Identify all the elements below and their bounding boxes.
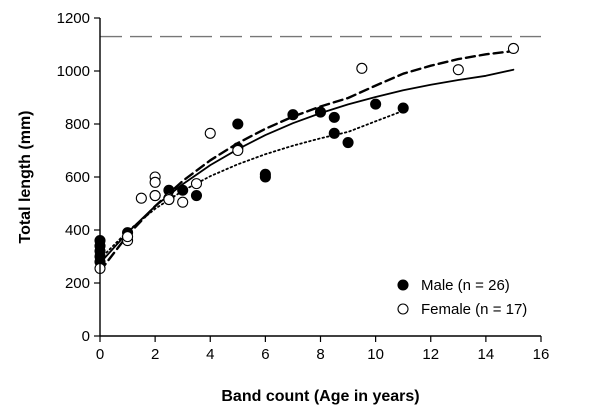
legend: Male (n = 26) Female (n = 17) — [397, 277, 527, 318]
female-data-point — [452, 64, 464, 76]
legend-male-label: Male (n = 26) — [421, 277, 510, 294]
male-data-point — [314, 106, 327, 118]
female-data-point — [149, 176, 161, 188]
fit-curve-solid — [99, 68, 515, 264]
x-tick-label: 2 — [151, 346, 159, 363]
male-data-point — [232, 118, 244, 130]
legend-male-marker — [397, 279, 409, 291]
x-tick-label: 4 — [206, 346, 214, 363]
male-data-point — [328, 111, 340, 123]
y-tick-label: 400 — [65, 222, 90, 239]
y-axis-title: Total length (mm) — [17, 110, 34, 243]
plot-area — [94, 35, 541, 274]
x-axis-title: Band count (Age in years) — [221, 388, 419, 405]
x-tick-label: 12 — [422, 346, 439, 363]
female-data-point — [356, 62, 368, 74]
female-data-point — [232, 144, 244, 157]
male-data-point — [259, 171, 271, 183]
y-tick-label: 1000 — [57, 63, 90, 80]
x-tick-label: 14 — [478, 346, 495, 363]
x-tick-label: 0 — [96, 346, 104, 363]
female-data-point — [149, 190, 161, 202]
female-data-point — [204, 127, 216, 139]
fit-curve-dotted — [99, 109, 405, 260]
x-tick-label: 6 — [261, 346, 269, 363]
female-data-point — [122, 231, 134, 243]
male-data-point — [397, 102, 409, 114]
female-data-point — [135, 192, 147, 204]
male-data-point — [190, 190, 203, 202]
y-tick-label: 800 — [65, 116, 90, 133]
axes: 0 200 400 600 800 1000 1200 0 2 4 6 8 10 12 14 16 — [57, 10, 550, 363]
x-tick-label: 16 — [533, 346, 550, 363]
female-data-point — [177, 196, 189, 208]
legend-female-marker — [397, 303, 409, 315]
y-tick-label: 0 — [82, 328, 90, 345]
male-data-point — [370, 98, 382, 110]
legend-female-label: Female (n = 17) — [421, 301, 527, 318]
male-data-point — [177, 184, 189, 196]
x-tick-label: 10 — [367, 346, 384, 363]
male-data-point — [328, 127, 340, 139]
y-tick-label: 200 — [65, 275, 90, 292]
y-tick-label: 600 — [65, 169, 90, 186]
fit-curve-dashed — [98, 49, 515, 273]
female-data-point — [507, 42, 519, 55]
x-tick-label: 8 — [316, 346, 324, 363]
female-data-point — [163, 193, 175, 206]
male-data-point — [287, 109, 299, 121]
y-tick-label: 1200 — [57, 10, 90, 27]
female-data-point — [190, 178, 203, 190]
male-data-point — [342, 137, 354, 149]
